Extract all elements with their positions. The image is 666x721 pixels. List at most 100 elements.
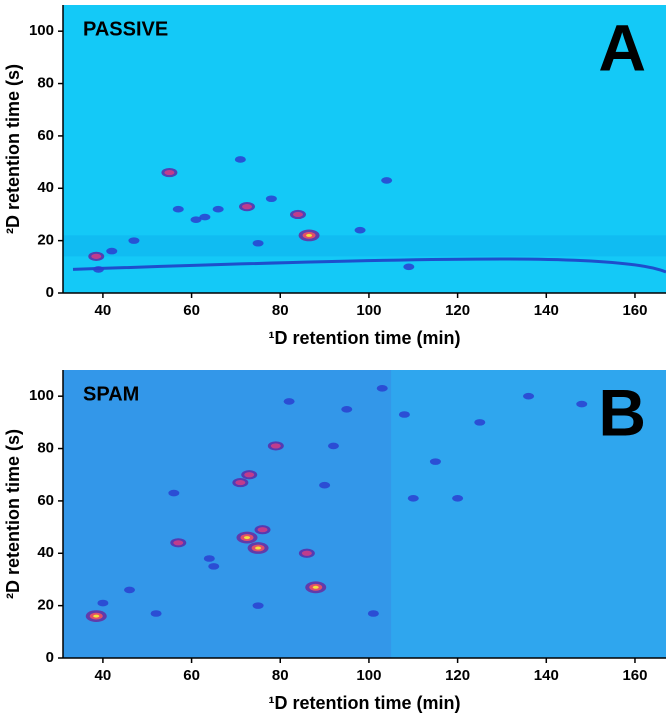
peak-mid — [257, 527, 268, 533]
peak-mid — [242, 204, 253, 210]
peak — [168, 489, 180, 497]
peak — [354, 226, 366, 234]
peak — [88, 251, 105, 261]
peak — [232, 477, 249, 488]
peak — [341, 405, 353, 413]
y-axis-label: ²D retention time (s) — [3, 429, 23, 599]
bleed-band — [63, 235, 666, 257]
peak-mid — [301, 550, 312, 556]
peak-outer — [319, 481, 331, 489]
peak-outer — [168, 489, 180, 497]
x-axis-label: ¹D retention time (min) — [269, 693, 461, 713]
peak — [576, 400, 588, 408]
peak — [236, 531, 258, 544]
x-tick-label: 80 — [272, 302, 289, 319]
peak-outer — [341, 405, 353, 413]
y-tick-label: 100 — [29, 387, 54, 404]
peak-outer — [367, 610, 379, 617]
peak-core — [93, 614, 100, 618]
x-tick-label: 120 — [445, 302, 470, 319]
peak — [150, 610, 162, 617]
peak — [283, 398, 295, 405]
peak-outer — [576, 400, 588, 408]
x-tick-label: 160 — [622, 302, 647, 319]
peak — [212, 205, 224, 213]
peak-outer — [124, 586, 136, 594]
x-tick-label: 160 — [622, 667, 647, 684]
peak-outer — [376, 385, 388, 392]
x-tick-label: 140 — [534, 667, 559, 684]
peak — [254, 525, 271, 535]
peak-outer — [172, 205, 184, 213]
panel-letter: B — [598, 375, 646, 449]
peak — [319, 481, 331, 489]
peak — [161, 167, 178, 178]
peak — [124, 586, 136, 594]
plot-background — [63, 370, 666, 658]
peak-outer — [252, 602, 264, 609]
peak-outer — [199, 213, 211, 221]
peak-outer — [452, 494, 464, 502]
peak-mid — [292, 211, 303, 218]
peak — [199, 213, 211, 221]
peak — [239, 202, 256, 212]
peak-outer — [212, 205, 224, 213]
peak — [267, 441, 284, 451]
peak-outer — [203, 555, 215, 562]
peak — [203, 555, 215, 562]
peak — [172, 205, 184, 213]
y-tick-label: 0 — [46, 284, 54, 301]
column-bleed — [72, 257, 666, 274]
peak-outer — [403, 263, 415, 271]
y-axis-label: ²D retention time (s) — [3, 64, 23, 234]
peak-outer — [381, 177, 393, 184]
peak — [429, 458, 441, 465]
peak-mid — [235, 479, 246, 486]
peak-mid — [91, 253, 102, 259]
x-axis-label: ¹D retention time (min) — [269, 328, 461, 348]
peak — [376, 385, 388, 392]
y-tick-label: 20 — [37, 232, 54, 249]
peak-outer — [523, 392, 535, 400]
sample-label: PASSIVE — [83, 18, 168, 40]
peak-outer — [92, 266, 104, 273]
x-tick-label: 40 — [95, 302, 112, 319]
panel-letter: A — [598, 10, 646, 84]
peak — [208, 563, 220, 570]
x-tick-label: 140 — [534, 302, 559, 319]
peak — [407, 494, 419, 502]
x-tick-label: 40 — [95, 667, 112, 684]
y-tick-label: 80 — [37, 440, 54, 457]
peak-outer — [429, 458, 441, 465]
peak — [289, 209, 306, 220]
y-tick-label: 40 — [37, 544, 54, 561]
peak — [403, 263, 415, 271]
y-tick-label: 60 — [37, 492, 54, 509]
x-tick-label: 60 — [183, 302, 200, 319]
peak-outer — [208, 563, 220, 570]
peak-outer — [128, 237, 140, 244]
peak — [298, 229, 320, 242]
peak — [367, 610, 379, 617]
peak-outer — [106, 247, 118, 255]
peak — [190, 216, 202, 223]
x-tick-label: 100 — [356, 302, 381, 319]
peak — [452, 494, 464, 502]
peak-mid — [173, 540, 184, 546]
peak — [327, 442, 339, 450]
sample-label: SPAM — [83, 383, 139, 405]
x-tick-label: 80 — [272, 667, 289, 684]
x-tick-label: 100 — [356, 667, 381, 684]
peak-outer — [398, 411, 410, 418]
peak-mid — [164, 169, 175, 176]
x-tick-label: 60 — [183, 667, 200, 684]
peak — [298, 548, 315, 558]
peak — [398, 411, 410, 418]
peak-core — [312, 585, 319, 589]
peak — [305, 581, 327, 594]
peak — [92, 266, 104, 273]
peak-outer — [190, 216, 202, 223]
peak-outer — [265, 195, 277, 203]
peak — [474, 419, 486, 426]
